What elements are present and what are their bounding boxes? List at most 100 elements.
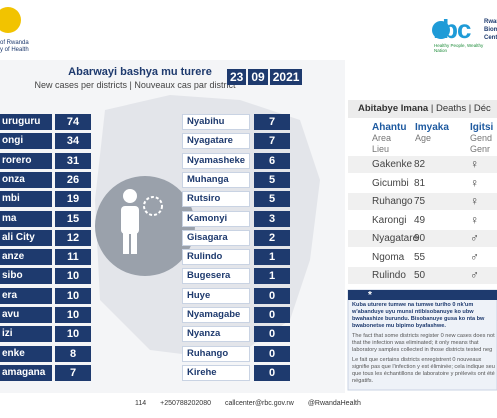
- column-header: Igitsi: [470, 122, 494, 133]
- case-count: 31: [55, 152, 91, 169]
- case-count: 5: [254, 191, 290, 208]
- death-row: Nyagatare 90 ♂: [348, 230, 497, 247]
- district-name: enke: [0, 345, 52, 362]
- date-day: 23: [227, 69, 247, 85]
- deaths-title-fr: Déc: [473, 103, 491, 114]
- district-row: Bugesera 1: [182, 268, 290, 285]
- case-count: 2: [254, 229, 290, 246]
- case-count: 34: [55, 133, 91, 150]
- district-row: ma 15: [0, 210, 91, 227]
- district-name: Nyabihu: [182, 114, 250, 130]
- district-name: Nyagatare: [182, 133, 250, 150]
- column-header: Age: [415, 133, 432, 143]
- case-count: 3: [254, 210, 290, 227]
- case-count: 74: [55, 114, 91, 130]
- district-row: Nyagatare 7: [182, 133, 290, 150]
- case-count: 10: [55, 268, 91, 285]
- district-name: Nyamagabe: [182, 307, 250, 323]
- age: 55: [414, 251, 426, 263]
- district-row: anze 11: [0, 249, 91, 266]
- case-count: 6: [254, 152, 290, 169]
- date: 23 09 2021: [227, 69, 303, 85]
- gender: ♀: [470, 157, 479, 171]
- gender: ♀: [470, 194, 479, 208]
- footer: 114 +250788202080 callcenter@rbc.gov.rw …: [135, 400, 361, 407]
- district-name: ongi: [0, 133, 52, 150]
- district-row: ali City 12: [0, 229, 91, 246]
- person-head: [123, 189, 137, 203]
- district-name: amagana: [0, 364, 52, 381]
- district-name: Ruhango: [182, 345, 250, 362]
- district-row: Nyamagabe 0: [182, 307, 290, 323]
- note-line: signifie pas que l'infection y est élimi…: [352, 364, 495, 370]
- district-name: Nyamasheke: [182, 152, 250, 169]
- virus-icon: [143, 196, 163, 216]
- death-row: Gakenke 82 ♀: [348, 156, 497, 173]
- district-name: Bugesera: [182, 268, 250, 285]
- district-row: izi 10: [0, 326, 91, 343]
- deaths-title-rw: Abitabye Imana: [358, 103, 429, 114]
- district-name: Gisagara: [182, 229, 250, 246]
- case-count: 7: [254, 133, 290, 150]
- note-line: that the infection was eliminated; it on…: [352, 340, 479, 346]
- district-row: ongi 34: [0, 133, 91, 150]
- death-row: Gicumbi 81 ♀: [348, 174, 497, 192]
- deaths-header-bg: [348, 100, 497, 118]
- district-row: Huye 0: [182, 287, 290, 304]
- district-name: Huye: [182, 287, 250, 304]
- area: Rulindo: [372, 270, 406, 281]
- district-row: Muhanga 5: [182, 171, 290, 188]
- logo-dot: [432, 21, 450, 39]
- district-name: onza: [0, 171, 52, 188]
- cases-title: Abarwayi bashya mu turere: [68, 66, 212, 78]
- district-row: enke 8: [0, 345, 91, 362]
- column-header: Gend: [470, 133, 493, 143]
- gender: ♂: [470, 268, 479, 282]
- case-count: 10: [55, 307, 91, 323]
- area: Gicumbi: [372, 177, 409, 189]
- case-count: 10: [55, 287, 91, 304]
- district-row: onza 26: [0, 171, 91, 188]
- case-count: 0: [254, 364, 290, 381]
- area: Ruhango: [372, 196, 413, 207]
- gender: ♂: [470, 249, 479, 264]
- column-header: Area: [372, 133, 392, 143]
- district-row: sibo 10: [0, 268, 91, 285]
- note-box: [347, 289, 497, 391]
- case-count: 11: [55, 249, 91, 266]
- logo-line: Centr: [484, 35, 497, 41]
- case-count: 0: [254, 326, 290, 343]
- district-row: Nyanza 0: [182, 326, 290, 343]
- district-row: era 10: [0, 287, 91, 304]
- area: Karongi: [372, 214, 407, 226]
- column-header: Imyaka: [415, 122, 449, 133]
- age: 82: [414, 159, 426, 170]
- district-row: Gisagara 2: [182, 229, 290, 246]
- case-count: 7: [55, 364, 91, 381]
- district-name: Rutsiro: [182, 191, 250, 208]
- cases-subtitle: New cases per districts | Nouveaux cas p…: [34, 80, 236, 90]
- age: 75: [414, 196, 426, 207]
- case-count: 7: [254, 114, 290, 130]
- district-name: uruguru: [0, 114, 52, 130]
- case-count: 12: [55, 229, 91, 246]
- footer-item: +250788202080: [160, 400, 211, 407]
- district-name: era: [0, 287, 52, 304]
- case-count: 10: [55, 326, 91, 343]
- footer-item: 114: [135, 400, 147, 407]
- note-line: Le fait que certains districts enregistr…: [352, 357, 482, 363]
- gender: ♀: [470, 175, 479, 190]
- note-line: w'abanduye uyu munsi ntibisobanuye ko ub…: [352, 309, 474, 315]
- death-row: Ruhango 75 ♀: [348, 193, 497, 210]
- age: 90: [414, 233, 426, 244]
- district-name: ma: [0, 210, 52, 227]
- district-name: mbi: [0, 191, 52, 208]
- ministry-line: of Rwanda: [0, 40, 29, 46]
- district-row: amagana 7: [0, 364, 91, 381]
- emblem: [0, 7, 21, 33]
- note-line: négatifs.: [352, 378, 374, 384]
- age: 49: [414, 214, 426, 226]
- death-row: Ngoma 55 ♂: [348, 248, 497, 266]
- district-row: Rulindo 1: [182, 249, 290, 266]
